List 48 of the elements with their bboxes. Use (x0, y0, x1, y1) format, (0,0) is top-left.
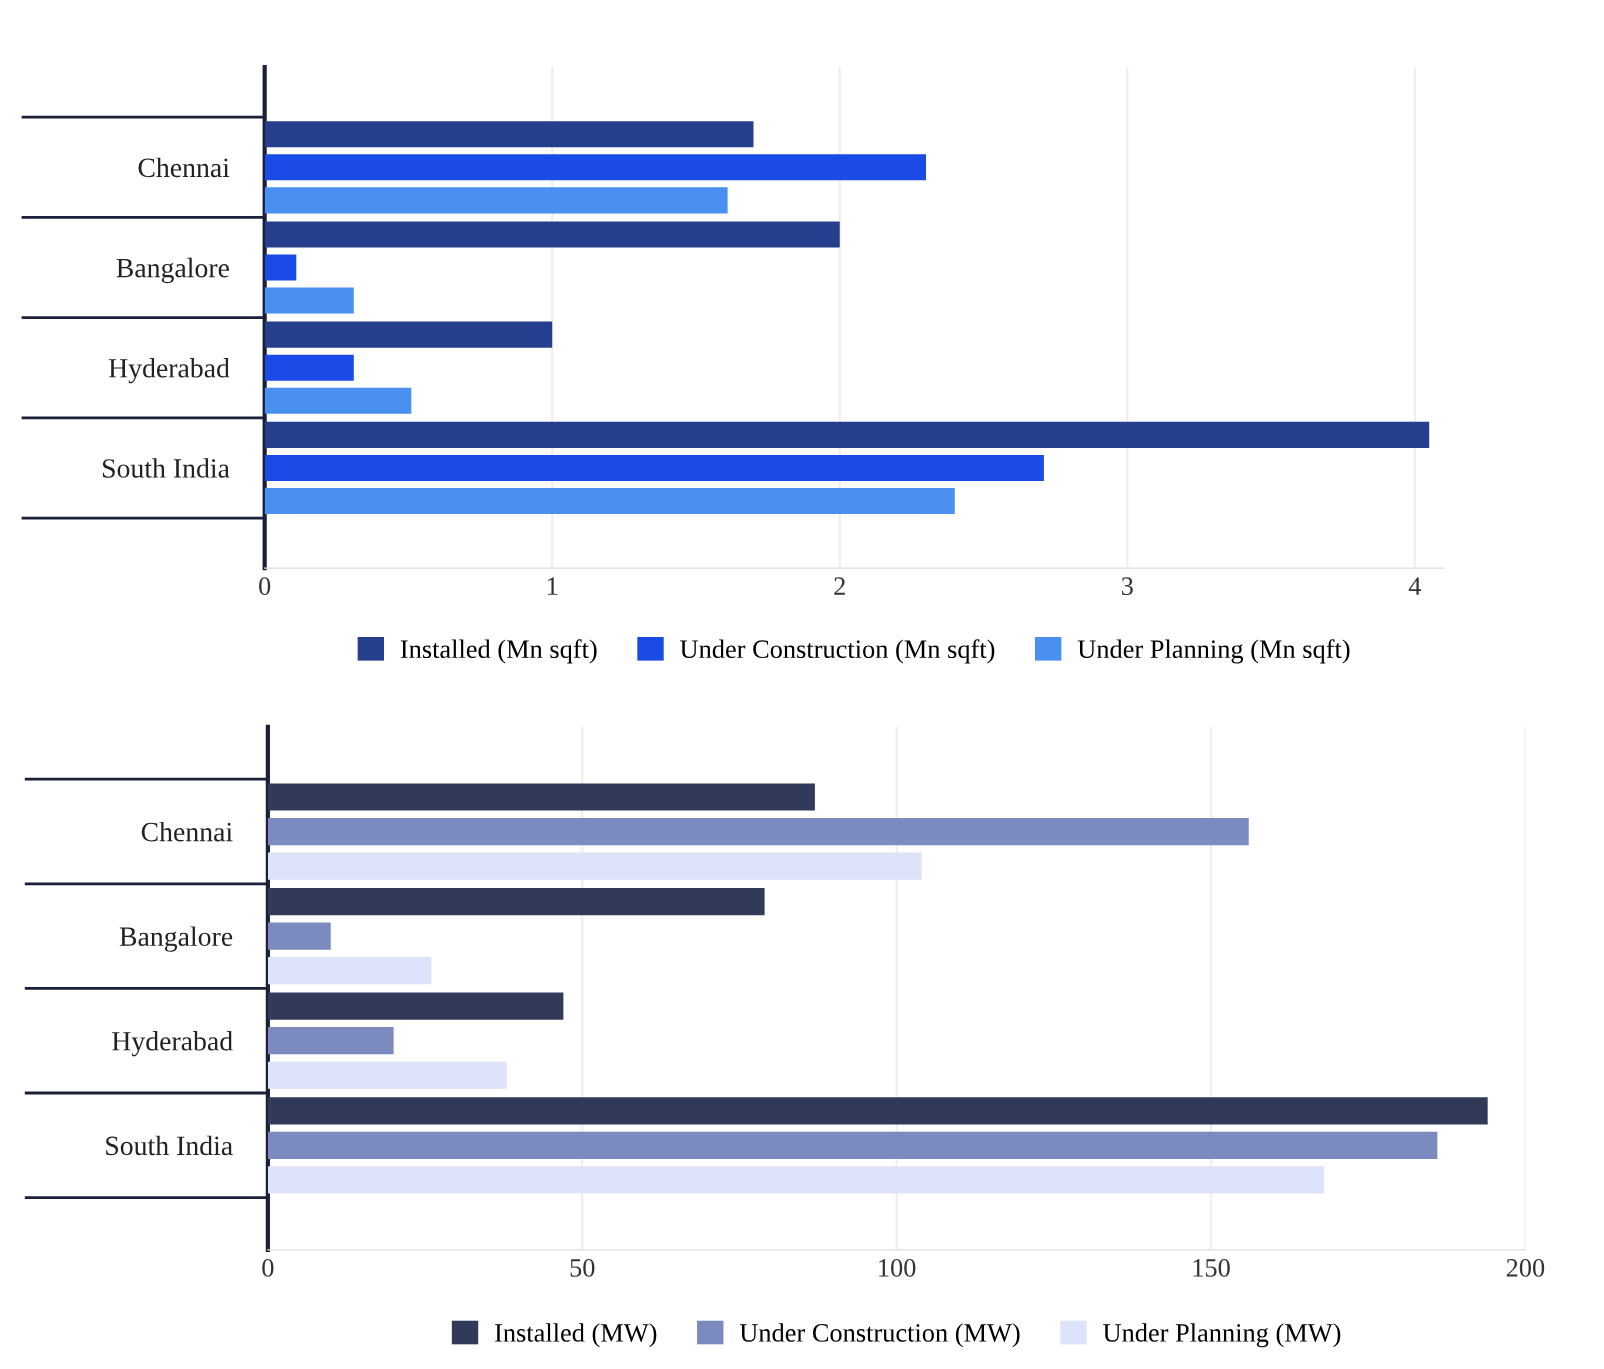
bar (267, 1027, 394, 1055)
bar (264, 254, 297, 281)
bar (267, 957, 432, 985)
bar (264, 354, 354, 381)
bar (264, 454, 1044, 481)
legend-label: Under Planning (Mn sqft) (1077, 639, 1350, 664)
x-tick-label: 4 (1408, 577, 1422, 595)
bar (267, 817, 1249, 846)
legend-label: Under Construction (Mn sqft) (680, 639, 995, 664)
y-tick-label: Hyderabad (108, 358, 230, 384)
bar (267, 1166, 1325, 1194)
x-tick-label: 150 (1193, 1258, 1230, 1277)
x-tick-label: 2 (834, 577, 845, 595)
bar (267, 1097, 1488, 1125)
bar (264, 154, 927, 181)
bar (267, 922, 331, 950)
y-tick-label: Chennai (141, 821, 233, 842)
bar (264, 187, 728, 214)
bar (267, 992, 564, 1020)
bar (264, 421, 1430, 448)
x-tick-label: 3 (1121, 577, 1133, 596)
x-tick-label: 200 (1506, 1258, 1545, 1277)
y-tick-label: Hyderabad (112, 1031, 233, 1057)
y-tick-label: South India (106, 1135, 233, 1156)
bar (264, 487, 955, 515)
y-tick-label: Chennai (138, 157, 230, 178)
x-tick-label: 1 (547, 577, 558, 595)
bar (267, 1061, 507, 1089)
bar (267, 852, 922, 880)
legend-label: Under Planning (MW) (1103, 1323, 1341, 1348)
bar (267, 888, 765, 916)
legend-label: Installed (MW) (495, 1323, 657, 1348)
y-tick-label: Bangalore (119, 926, 233, 952)
legend-label: Under Construction (MW) (739, 1323, 1020, 1348)
bar (267, 783, 815, 811)
bar (267, 1131, 1438, 1159)
x-tick-label: 0 (262, 1258, 274, 1277)
y-tick-label: South India (102, 458, 230, 478)
x-tick-label: 0 (259, 577, 271, 596)
x-tick-label: 100 (879, 1258, 916, 1277)
y-tick-label: Bangalore (116, 257, 229, 284)
legend-label: Installed (Mn sqft) (400, 639, 597, 664)
bar (264, 321, 553, 348)
bar (264, 121, 754, 148)
bar (264, 287, 354, 314)
x-tick-label: 50 (570, 1258, 595, 1277)
bar (264, 387, 412, 414)
bar (264, 221, 840, 248)
